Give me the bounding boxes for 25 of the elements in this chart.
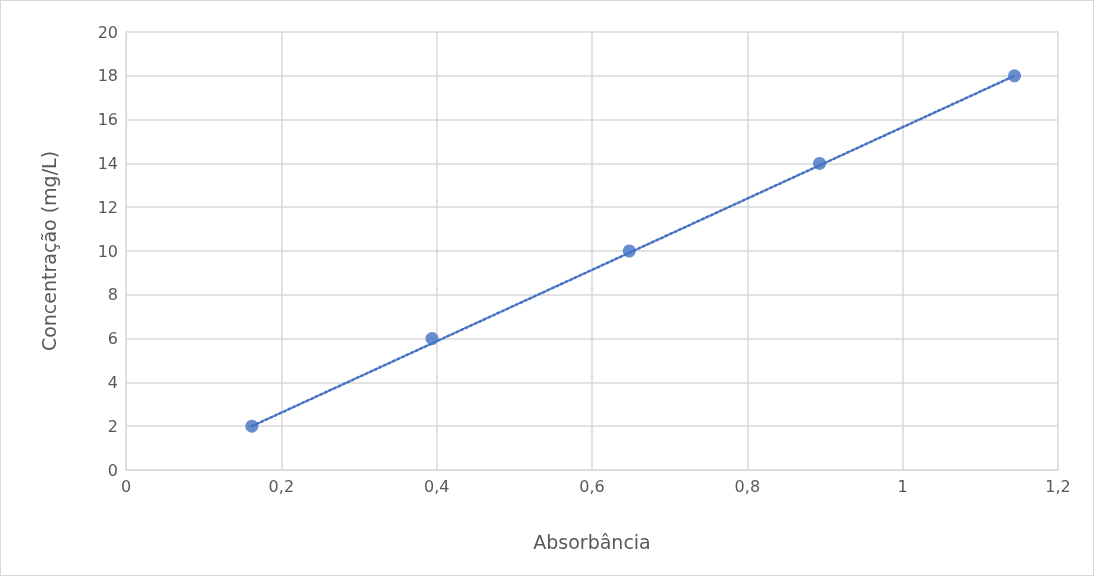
- y-tick-label: 6: [107, 329, 118, 349]
- y-tick-label: 8: [107, 285, 118, 305]
- y-tick-label: 16: [97, 110, 118, 130]
- x-tick-label: 0: [120, 476, 132, 496]
- y-tick-label: 4: [107, 372, 118, 392]
- y-tick-label: 2: [107, 416, 118, 436]
- y-axis-title: Concentração (mg/L): [37, 150, 60, 352]
- y-tick-label: 20: [97, 22, 118, 42]
- y-tick-label: 0: [107, 460, 118, 480]
- point: [622, 244, 636, 258]
- y-tick-label: 10: [97, 241, 118, 261]
- x-tick-label: 0,8: [734, 476, 761, 496]
- x-tick-label: 0,2: [268, 476, 295, 496]
- point: [1008, 69, 1022, 83]
- x-axis-title: Absorbância: [533, 530, 651, 553]
- y-tick-label: 12: [97, 197, 118, 217]
- x-tick-label: 0,6: [579, 476, 605, 496]
- point: [425, 332, 439, 346]
- y-tick-label: 18: [97, 66, 118, 86]
- x-tick-label: 1: [897, 476, 908, 496]
- x-tick-label: 0,4: [423, 476, 450, 496]
- y-tick-label: 14: [97, 153, 118, 173]
- x-tick-label: 1,2: [1045, 476, 1071, 496]
- point: [245, 419, 259, 433]
- point: [813, 156, 827, 170]
